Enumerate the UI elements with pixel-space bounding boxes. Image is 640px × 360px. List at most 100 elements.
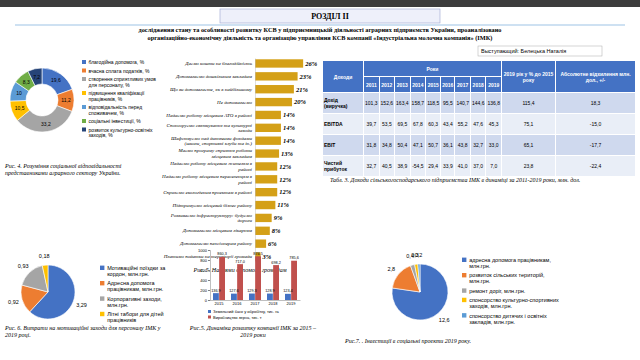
x-axis: 2015 2016 2017 2018 2019: [211, 300, 301, 306]
text-line: ремонт доріг, млн.грн.: [469, 288, 526, 294]
table-cell: Дохід (виручка): [323, 93, 364, 114]
section-title: РОЗДІЛ ІІ: [311, 12, 349, 21]
axis-line: [255, 59, 256, 263]
legend-swatch: [100, 281, 104, 285]
header-cell: Доходи: [323, 61, 364, 93]
tick-label: Даємо кошти на благодійність: [184, 61, 252, 66]
header-cell: 2016: [441, 77, 455, 93]
table-cell: 65,1: [501, 135, 555, 156]
header-cell: 2011: [364, 77, 380, 93]
tick-label: 800: [200, 258, 207, 263]
tick-label: Розвиваємо інфраструктуру: будуємодороги: [170, 213, 253, 224]
legend-swatch: [208, 310, 211, 313]
slice: [42, 265, 48, 292]
table-cell: 18,3: [556, 93, 636, 114]
bar: [255, 227, 270, 235]
data-label: 123,4: [283, 289, 293, 293]
table-cell: 95,5: [441, 93, 455, 114]
text-line: організаційно-економічну діяльність та о…: [148, 34, 493, 42]
data-label: 8%: [272, 227, 281, 234]
legend-entry: Адресна допомогапрацівникам, млн.грн.: [107, 280, 164, 292]
tick: 2015: [215, 300, 225, 306]
table-cell: 60,3: [426, 114, 441, 135]
text-line: для персоналу, %: [89, 82, 131, 88]
tick-label: 200: [200, 288, 207, 293]
tick-label: 2015: [215, 301, 225, 306]
tick: 600: [200, 268, 210, 273]
tick-mark: [208, 260, 210, 261]
table-cell: 29,4: [426, 156, 441, 177]
text-line: млн.грн.: [469, 263, 491, 269]
header-cell: 2019 рік у % до 2015 року: [501, 61, 555, 93]
table-cell: 23,8: [501, 156, 555, 177]
speaker-box: [478, 46, 602, 56]
tick: Сприяємо екологічним проектам в районі: [163, 190, 255, 195]
bar: [255, 124, 281, 132]
table-cell: -17,7: [556, 135, 636, 156]
tick: 800: [200, 258, 210, 263]
legend-swatch: [462, 298, 466, 302]
legend-swatch: [462, 273, 466, 277]
bar: [249, 294, 255, 300]
text-line: районі: [237, 180, 252, 185]
text-line: заходи: [237, 128, 253, 133]
tick: Надаємо роботу місцевим переселенцям вра…: [161, 174, 255, 185]
table-cell: 163,4: [395, 93, 411, 114]
text-line: млн.грн.: [469, 278, 491, 284]
header-cell: 2013: [395, 77, 411, 93]
tick: Підтримуємо місцевий бізнес району: [172, 203, 255, 208]
legend-entry: адресна допомога працівникам,млн.грн.: [469, 257, 551, 269]
table-cell: 158,7: [410, 93, 426, 114]
text-line: 19,6: [51, 77, 61, 83]
text-line: 127,6: [229, 289, 239, 293]
data-label: 23%: [299, 73, 313, 80]
table-row: Дохід (виручка)101,3152,6163,4158,7118,5…: [323, 93, 636, 114]
legend-swatch: [82, 69, 86, 73]
tick-label: 2016: [233, 301, 243, 306]
tick-label: Допомагаємо дошкільним закладам: [175, 74, 253, 79]
text-line: закладів, млн.грн.: [469, 319, 515, 325]
tick-label: 2018: [269, 301, 279, 306]
caption: Рис.5. Динаміка розвитку компанії ІМК за…: [189, 325, 317, 338]
legend-swatch: [82, 91, 86, 95]
text-line: 20%: [293, 98, 307, 105]
text-line: 12%: [279, 163, 292, 170]
header-cell: Абсолютне відхилення млн. дол., +/-: [556, 61, 636, 93]
bar: [255, 72, 298, 80]
tick: 2017: [251, 300, 261, 306]
text-line: Рис.7. . Інвестиції в соціальні проекти …: [344, 338, 471, 344]
text-line: (школи, спортивні клуби та ін.): [185, 141, 253, 147]
table-cell: 75,1: [501, 114, 555, 135]
slice: [418, 264, 420, 292]
tick-label: Допомагаємо місцевим лікарням: [182, 228, 253, 233]
bar: [255, 98, 292, 106]
text-line: Даємо кошти на благодійність: [184, 61, 252, 66]
tick-label: Шефствуємо над дитячими фондами(школи, с…: [170, 136, 252, 148]
text-line: вчасна сплата податків, %: [89, 68, 150, 74]
data-label: 14%: [283, 137, 296, 144]
tick: 1000: [198, 248, 210, 253]
tick: 2019: [287, 300, 297, 306]
text-line: 14%: [283, 124, 296, 131]
text-line: 8%: [272, 227, 281, 234]
text-line: працівників: [107, 317, 136, 323]
text-line: працівників, %: [89, 96, 123, 102]
bar: [213, 293, 219, 300]
legend: адресна допомога працівникам,млн.грн.роз…: [462, 257, 559, 325]
bar: [255, 59, 303, 67]
legend-swatch: [82, 105, 86, 109]
slice: [10, 101, 30, 121]
table-row: Чистий прибуток32,740,538,9-54,529,433,9…: [323, 156, 636, 177]
text-line: Рис. 4. Розуміння соціальної відповідаль…: [4, 163, 122, 169]
text-line: благодійна допомога, %: [89, 59, 145, 65]
bars: [213, 256, 297, 300]
tick-mark: [208, 290, 210, 291]
legend-swatch: [462, 288, 466, 292]
text-line: Маємо програму сприяння роботи: [178, 148, 253, 153]
text-line: 10,5: [15, 105, 25, 111]
y-axis: 02004006008001000: [198, 248, 210, 303]
table-cell: 136,8: [486, 93, 502, 114]
text-line: 3,29: [76, 302, 87, 308]
tick: Надаємо роботу місцевим жителям врайоні: [169, 161, 255, 172]
data-label: 860,3: [217, 252, 227, 256]
